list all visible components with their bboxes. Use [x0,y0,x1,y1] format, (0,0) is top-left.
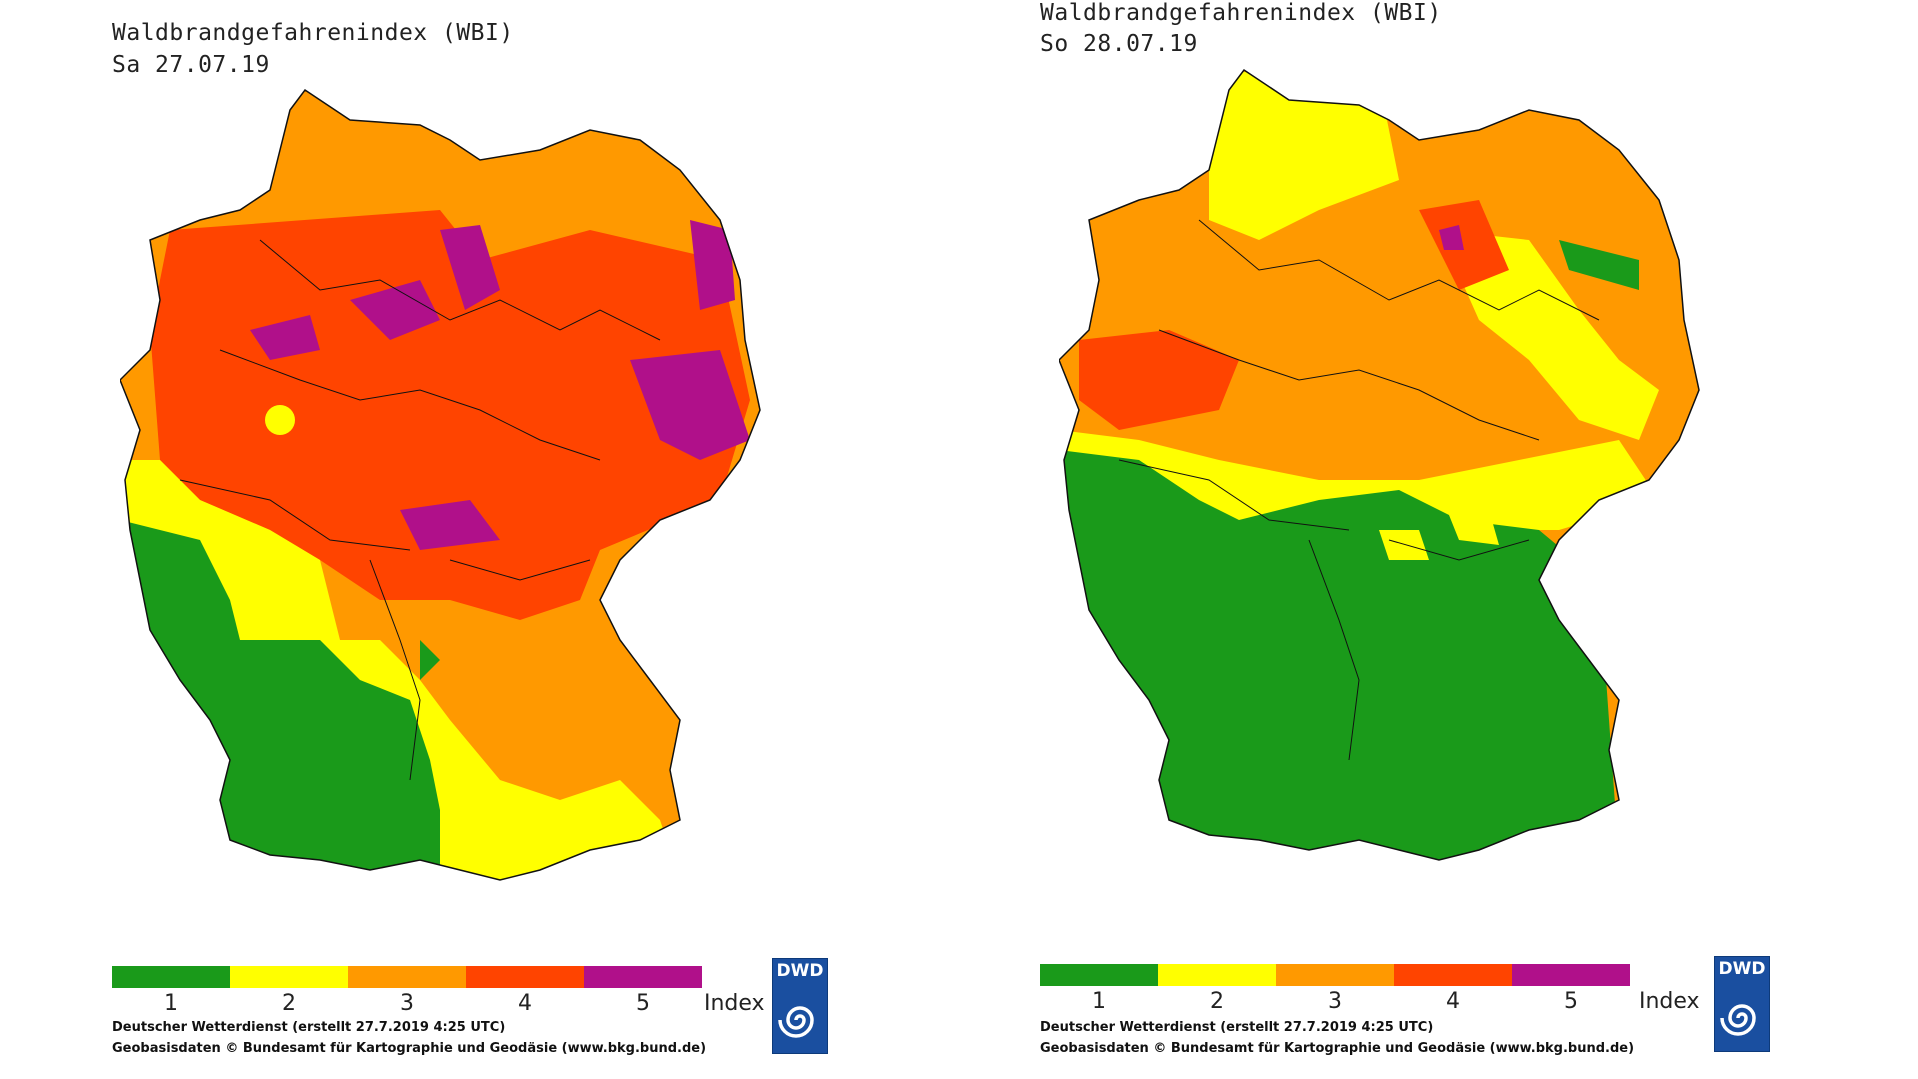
map-title: Waldbrandgefahrenindex (WBI) [112,20,514,46]
dwd-logo: DWD [1714,956,1770,1052]
legend-label: 2 [1210,989,1224,1014]
fill-level-5 [690,220,735,310]
legend-label: 1 [1092,989,1106,1014]
fill-level-5 [1439,225,1464,250]
fill-level-5 [350,280,440,340]
fill-level-2 [1439,230,1659,440]
legend-swatch-2 [1158,964,1276,986]
legend-label: 3 [1328,989,1342,1014]
state-borders [1118,219,1600,761]
fill-level-5 [440,225,500,310]
dwd-logo-text: DWD [1718,959,1766,979]
country-border [120,88,761,881]
legend-swatch-1 [1040,964,1158,986]
fill-level-4 [150,210,750,620]
map-panel-right: Waldbrandgefahrenindex (WBI) So 28.07.19 [959,0,1918,1079]
dwd-swirl-icon [778,1006,814,1038]
germany-map-sun [1059,68,1700,861]
legend-swatch-5 [584,966,702,988]
map-date: Sa 27.07.19 [112,52,270,78]
legend-label: 4 [1446,989,1460,1014]
credit-line-1: Deutscher Wetterdienst (erstellt 27.7.20… [1040,1020,1434,1035]
legend-label: 4 [518,991,532,1016]
fill-level-2 [1449,510,1499,545]
fill-level-5 [250,315,320,360]
map-title: Waldbrandgefahrenindex (WBI) [1040,0,1442,26]
fill-level-4 [1419,200,1509,290]
legend-swatch-5 [1512,964,1630,986]
dwd-logo: DWD [772,958,828,1054]
fill-level-1 [1559,240,1639,290]
fill-level-5 [400,500,500,550]
dwd-logo-text: DWD [776,961,824,981]
fill-level-1 [1059,450,1619,860]
credit-line-2: Geobasisdaten © Bundesamt für Kartograph… [112,1041,707,1056]
fill-level-4 [1079,330,1239,430]
legend-swatch-4 [466,966,584,988]
credit-line-2: Geobasisdaten © Bundesamt für Kartograph… [1040,1041,1635,1056]
legend-swatch-4 [1394,964,1512,986]
legend-labels: 1 2 3 4 5 [1040,989,1630,1014]
dwd-swirl-icon [1720,1004,1756,1036]
fill-level-2 [1379,530,1429,560]
legend-swatch-3 [348,966,466,988]
legend-swatch-2 [230,966,348,988]
legend-bar [112,966,702,988]
legend-label: 2 [282,991,296,1016]
legend-bar [1040,964,1630,986]
map-panel-left: Waldbrandgefahrenindex (WBI) Sa 27.07.19 [112,20,828,1056]
legend-index-label: Index [1639,989,1700,1014]
state-borders [179,239,661,781]
legend-swatch-1 [112,966,230,988]
map-date: So 28.07.19 [1040,31,1198,57]
germany-map-sat [120,88,761,881]
fill-level-2 [1209,70,1399,240]
legend-label: 5 [636,991,650,1016]
fill-level-1 [420,640,440,680]
legend-label: 1 [164,991,178,1016]
legend-index-label: Index [704,991,765,1016]
legend-label: 5 [1564,989,1578,1014]
credit-line-1: Deutscher Wetterdienst (erstellt 27.7.20… [112,1020,506,1035]
legend-labels: 1 2 3 4 5 [112,991,702,1016]
fill-level-2 [265,405,295,435]
country-border [1059,68,1700,861]
fill-level-5 [630,350,750,460]
legend-label: 3 [400,991,414,1016]
legend-swatch-3 [1276,964,1394,986]
